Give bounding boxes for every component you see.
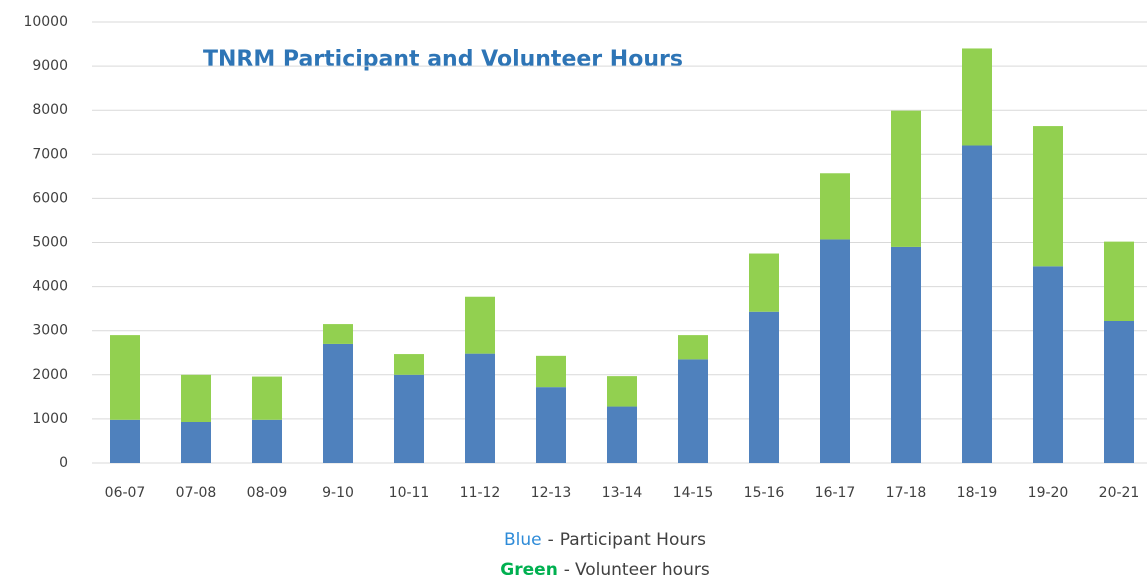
bar-segment <box>962 145 992 464</box>
x-tick-label: 19-20 <box>1028 485 1069 501</box>
legend-key: Blue <box>504 530 542 550</box>
chart-title: TNRM Participant and Volunteer Hours <box>203 47 683 72</box>
bar-segment <box>323 324 353 344</box>
legend-entry: Green - Volunteer hours <box>500 560 710 580</box>
legend-separator: - <box>564 560 570 580</box>
x-tick-label: 07-08 <box>176 485 217 501</box>
x-tick-label: 06-07 <box>105 485 146 501</box>
bar-segment <box>323 343 353 463</box>
bar-segment <box>891 110 921 247</box>
x-tick-label: 14-15 <box>673 485 714 501</box>
y-tick-label: 2000 <box>32 367 68 383</box>
bar-segment <box>891 246 921 463</box>
y-tick-label: 1000 <box>32 411 68 427</box>
x-tick-label: 08-09 <box>247 485 288 501</box>
bar-segment <box>678 335 708 360</box>
y-tick-label: 7000 <box>32 146 68 162</box>
bar-segment <box>394 354 424 375</box>
bar-segment <box>1033 126 1063 267</box>
bar-segment <box>394 374 424 463</box>
legend-label: Volunteer hours <box>575 560 710 580</box>
bar-segment <box>465 296 495 354</box>
bar-segment <box>607 406 637 463</box>
bar-segment <box>749 253 779 312</box>
x-tick-label: 13-14 <box>602 485 643 501</box>
bar-segment <box>252 376 282 420</box>
bar-segment <box>465 353 495 463</box>
x-tick-label: 10-11 <box>389 485 430 501</box>
bar-segment <box>607 376 637 407</box>
y-tick-label: 4000 <box>32 279 68 295</box>
bar-segment <box>820 173 850 240</box>
y-tick-label: 10000 <box>23 14 68 30</box>
y-tick-label: 6000 <box>32 190 68 206</box>
bar-segment <box>536 387 566 463</box>
y-tick-label: 3000 <box>32 323 68 339</box>
bar-segment <box>1104 320 1134 463</box>
bar-segment <box>962 48 992 146</box>
x-tick-label: 17-18 <box>886 485 927 501</box>
bar-segment <box>252 419 282 463</box>
x-tick-label: 20-21 <box>1099 485 1140 501</box>
x-tick-label: 9-10 <box>322 485 354 501</box>
y-tick-label: 0 <box>59 455 68 471</box>
legend-label: Participant Hours <box>560 530 706 550</box>
bar-segment <box>181 421 211 463</box>
legend-key: Green <box>500 560 558 580</box>
y-tick-label: 8000 <box>32 102 68 118</box>
bar-segment <box>110 419 140 463</box>
bar-segment <box>536 355 566 388</box>
bar-segment <box>749 311 779 463</box>
y-tick-label: 5000 <box>32 235 68 251</box>
bar-segment <box>678 359 708 463</box>
legend-entry: Blue - Participant Hours <box>504 530 706 550</box>
bar-segment <box>1033 266 1063 463</box>
bar-segment <box>181 374 211 422</box>
x-tick-label: 16-17 <box>815 485 856 501</box>
x-tick-label: 18-19 <box>957 485 998 501</box>
bar-segment <box>1104 241 1134 321</box>
y-tick-label: 9000 <box>32 58 68 74</box>
legend-separator: - <box>548 530 554 550</box>
x-tick-label: 15-16 <box>744 485 785 501</box>
x-tick-label: 11-12 <box>460 485 501 501</box>
bar-segment <box>110 335 140 420</box>
bar-segment <box>820 239 850 463</box>
x-tick-label: 12-13 <box>531 485 572 501</box>
